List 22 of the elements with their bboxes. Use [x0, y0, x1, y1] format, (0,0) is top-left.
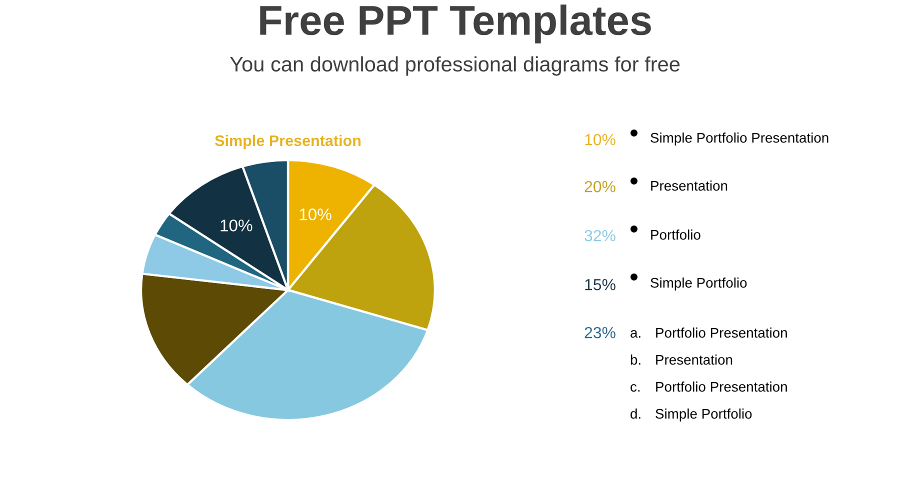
text: Portfolio Presentation — [656, 328, 787, 338]
text: 10% — [585, 134, 616, 146]
text: 32% — [584, 230, 616, 242]
text: Simple Portfolio Presentation — [650, 132, 828, 146]
text: Presentation — [651, 180, 728, 191]
data-label: 10% — [220, 220, 252, 232]
text: Presentation — [656, 354, 732, 365]
text: Simple Presentation — [215, 134, 360, 150]
text: Simple Portfolio — [656, 408, 752, 422]
text: 20% — [584, 180, 616, 192]
data-label: 10% — [300, 208, 332, 220]
text: d. — [630, 408, 640, 419]
text: a. — [630, 330, 640, 338]
text: Portfolio — [651, 230, 700, 240]
text: b. — [630, 354, 640, 365]
text: 15% — [585, 279, 616, 290]
text: c. — [630, 384, 640, 392]
chart-subtitle: You can download professional diagrams for free — [230, 56, 680, 76]
text: Simple Portfolio — [650, 278, 747, 290]
chart-title: Free PPT Templates — [260, 4, 651, 44]
text: Portfolio Presentation — [656, 382, 787, 392]
text: 23% — [584, 326, 616, 338]
